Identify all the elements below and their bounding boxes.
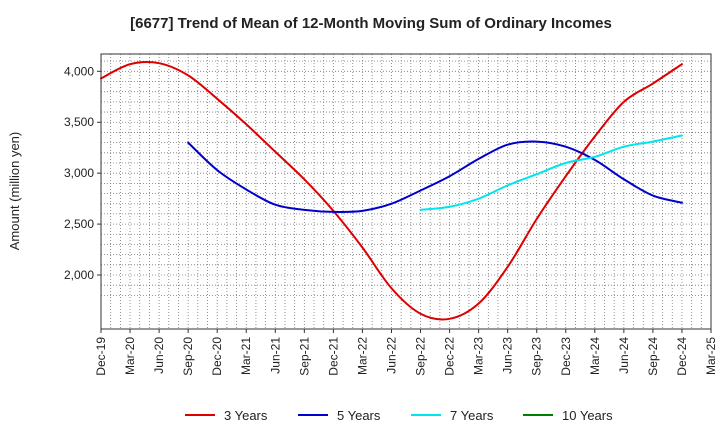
- x-tick-label: Dec-21: [326, 337, 340, 376]
- x-tick-label: Mar-22: [355, 337, 369, 375]
- series-line-7-years: [419, 134, 683, 211]
- x-tick-label: Dec-24: [675, 337, 689, 376]
- x-tick-label: Dec-19: [94, 337, 108, 376]
- legend-label-7-years: 7 Years: [450, 408, 494, 423]
- x-tick-label: Mar-21: [239, 337, 253, 375]
- x-tick-label: Mar-23: [472, 337, 486, 375]
- series-line-3-years: [100, 60, 683, 321]
- grid: [101, 54, 711, 329]
- x-tick-label: Jun-24: [617, 337, 631, 374]
- x-tick-label: Mar-24: [588, 337, 602, 375]
- chart-title: [6677] Trend of Mean of 12-Month Moving …: [130, 15, 612, 32]
- x-tick-label: Dec-22: [443, 337, 457, 376]
- x-tick-label: Dec-23: [559, 337, 573, 376]
- x-tick-label: Dec-20: [210, 337, 224, 376]
- y-tick-label: 3,000: [64, 166, 94, 180]
- x-tick-label: Jun-23: [501, 337, 515, 374]
- x-tick-label: Sep-22: [414, 337, 428, 376]
- legend: 3 Years 5 Years 7 Years 10 Years: [185, 408, 613, 423]
- x-tick-label: Sep-24: [646, 337, 660, 376]
- x-tick-label: Sep-23: [530, 337, 544, 376]
- x-tick-label: Jun-20: [152, 337, 166, 374]
- y-tick-label: 2,000: [64, 268, 94, 282]
- legend-label-10-years: 10 Years: [562, 408, 613, 423]
- x-tick-label: Sep-21: [297, 337, 311, 376]
- x-tick-label: Sep-20: [181, 337, 195, 376]
- series-line-5-years: [187, 140, 683, 213]
- legend-label-5-years: 5 Years: [337, 408, 381, 423]
- y-tick-label: 2,500: [64, 217, 94, 231]
- plot-frame: [100, 53, 712, 330]
- y-tick-label: 4,000: [64, 64, 94, 78]
- x-tick-label: Jun-22: [384, 337, 398, 374]
- legend-label-3-years: 3 Years: [224, 408, 268, 423]
- x-tick-label: Mar-25: [704, 337, 718, 375]
- y-axis-label: Amount (million yen): [7, 132, 22, 251]
- y-tick-label: 3,500: [64, 115, 94, 129]
- x-tick-label: Mar-20: [123, 337, 137, 375]
- x-tick-label: Jun-21: [268, 337, 282, 374]
